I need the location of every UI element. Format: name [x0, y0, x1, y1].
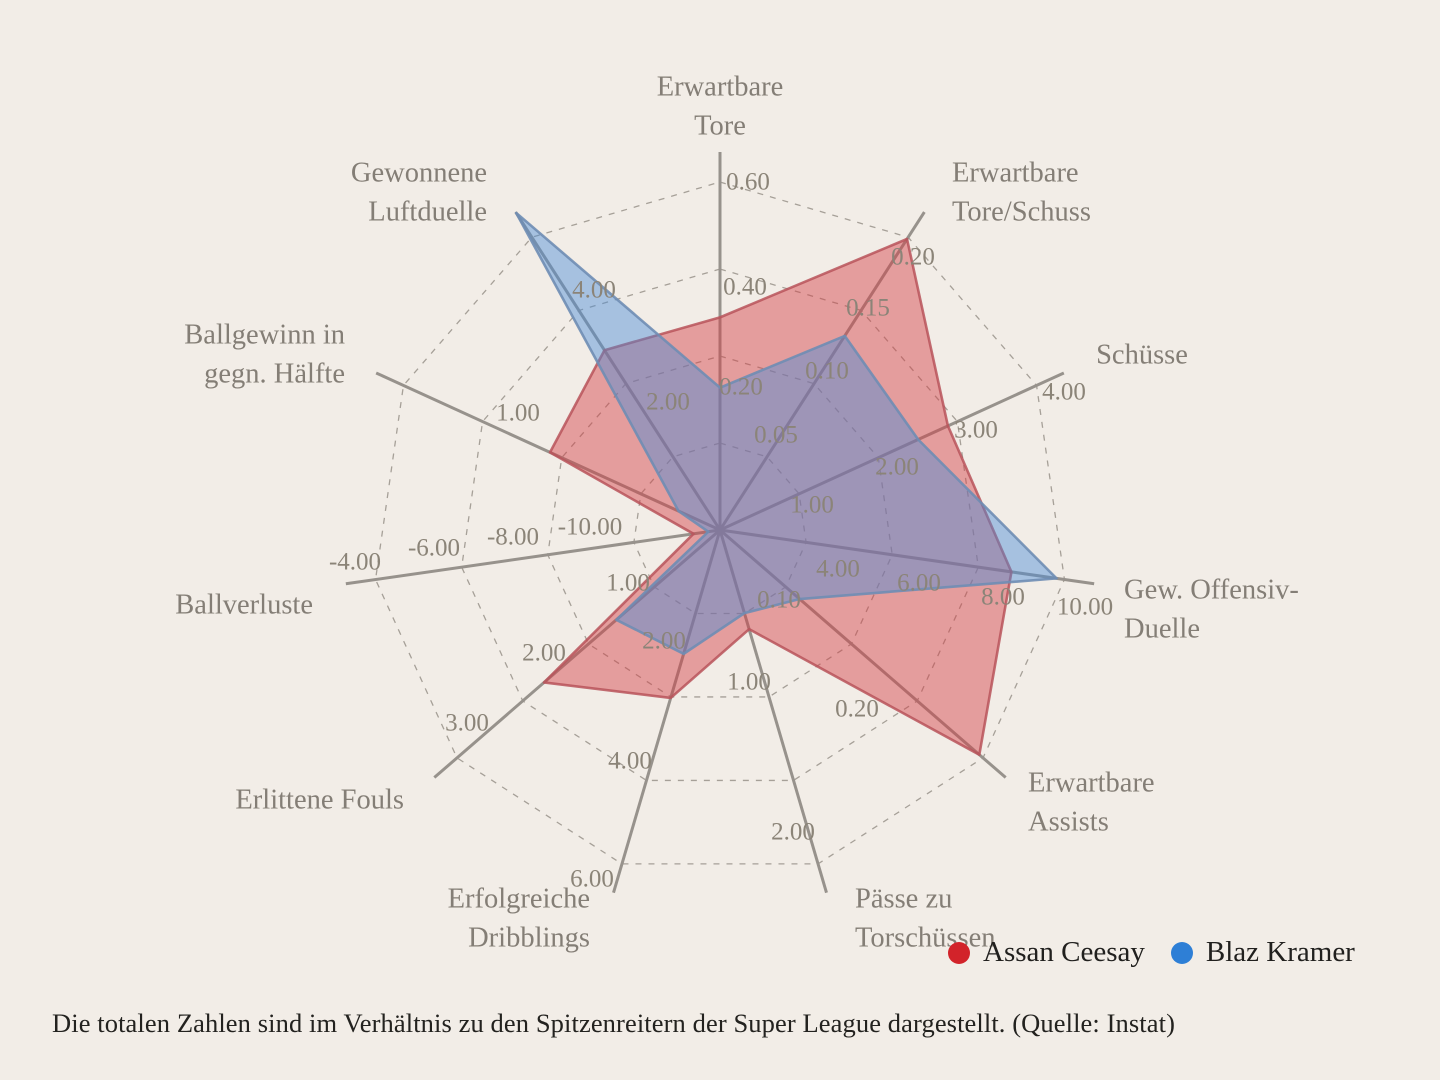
- svg-text:Torschüssen: Torschüssen: [855, 923, 995, 954]
- svg-text:Erwartbare: Erwartbare: [1028, 768, 1155, 799]
- svg-text:0.20: 0.20: [719, 374, 763, 401]
- svg-text:Gewonnene: Gewonnene: [351, 158, 487, 189]
- svg-text:2.00: 2.00: [875, 454, 919, 481]
- svg-text:3.00: 3.00: [954, 417, 998, 444]
- svg-text:0.20: 0.20: [835, 696, 879, 723]
- axis-lines: [345, 152, 1095, 894]
- svg-text:-4.00: -4.00: [329, 549, 381, 576]
- svg-text:0.20: 0.20: [891, 244, 935, 271]
- svg-text:Erwartbare: Erwartbare: [952, 158, 1079, 189]
- svg-text:0.10: 0.10: [757, 587, 801, 614]
- svg-text:6.00: 6.00: [897, 570, 941, 597]
- svg-text:2.00: 2.00: [522, 640, 566, 667]
- svg-text:Luftduelle: Luftduelle: [368, 197, 487, 228]
- grid-rings: [374, 181, 1066, 865]
- svg-text:Erwartbare: Erwartbare: [657, 72, 784, 103]
- legend-dot-blue-icon: [1170, 941, 1193, 964]
- legend-item-assan-ceesay: Assan Ceesay: [948, 936, 1145, 969]
- svg-text:Erfolgreiche: Erfolgreiche: [448, 884, 590, 915]
- axis-names: Erwartbare Tore Erwartbare Tore/Schuss Schüs…: [175, 72, 1299, 954]
- svg-text:1.00: 1.00: [790, 492, 834, 519]
- svg-text:4.00: 4.00: [608, 748, 652, 775]
- svg-text:Assists: Assists: [1028, 807, 1109, 838]
- series-blaz-kramer: [514, 211, 1058, 656]
- svg-text:2.00: 2.00: [771, 819, 815, 846]
- svg-text:Schüsse: Schüsse: [1096, 340, 1188, 371]
- svg-text:0.40: 0.40: [723, 274, 767, 301]
- svg-text:0.60: 0.60: [726, 169, 770, 196]
- caption: Die totalen Zahlen sind im Verhältnis zu…: [52, 1008, 1176, 1038]
- svg-text:1.00: 1.00: [606, 570, 650, 597]
- svg-text:Erlittene Fouls: Erlittene Fouls: [235, 785, 404, 816]
- svg-text:0.05: 0.05: [754, 422, 798, 449]
- legend-dot-red-icon: [948, 941, 970, 964]
- svg-text:Dribblings: Dribblings: [468, 923, 590, 954]
- tick-labels: 0.200.400.600.050.100.150.201.002.003.00…: [329, 169, 1113, 893]
- svg-text:Ballverluste: Ballverluste: [175, 590, 313, 621]
- svg-text:8.00: 8.00: [981, 584, 1025, 611]
- series-assan-ceesay: [542, 237, 1013, 757]
- svg-text:-10.00: -10.00: [558, 514, 623, 541]
- svg-text:Tore: Tore: [694, 111, 746, 142]
- svg-text:Pässe zu: Pässe zu: [855, 884, 952, 915]
- svg-text:Duelle: Duelle: [1124, 614, 1200, 645]
- legend-label-assan-ceesay: Assan Ceesay: [983, 936, 1145, 968]
- svg-text:6.00: 6.00: [570, 866, 614, 893]
- svg-text:4.00: 4.00: [816, 556, 860, 583]
- svg-text:3.00: 3.00: [445, 710, 489, 737]
- svg-text:Gew. Offensiv-: Gew. Offensiv-: [1124, 575, 1299, 606]
- legend: Assan Ceesay Blaz Kramer: [948, 936, 1355, 969]
- svg-text:2.00: 2.00: [642, 628, 686, 655]
- legend-item-blaz-kramer: Blaz Kramer: [1170, 936, 1355, 969]
- svg-text:10.00: 10.00: [1057, 594, 1113, 621]
- svg-text:1.00: 1.00: [496, 400, 540, 427]
- svg-text:-6.00: -6.00: [408, 535, 460, 562]
- svg-text:Tore/Schuss: Tore/Schuss: [952, 197, 1091, 228]
- svg-text:4.00: 4.00: [1042, 379, 1086, 406]
- svg-text:Ballgewinn in: Ballgewinn in: [184, 320, 345, 351]
- svg-text:1.00: 1.00: [727, 669, 771, 696]
- legend-label-blaz-kramer: Blaz Kramer: [1205, 936, 1355, 968]
- svg-text:0.10: 0.10: [805, 358, 849, 385]
- svg-text:-8.00: -8.00: [487, 524, 539, 551]
- svg-text:2.00: 2.00: [646, 389, 690, 416]
- svg-text:0.15: 0.15: [846, 295, 890, 322]
- svg-text:4.00: 4.00: [572, 277, 616, 304]
- svg-text:gegn. Hälfte: gegn. Hälfte: [204, 359, 345, 390]
